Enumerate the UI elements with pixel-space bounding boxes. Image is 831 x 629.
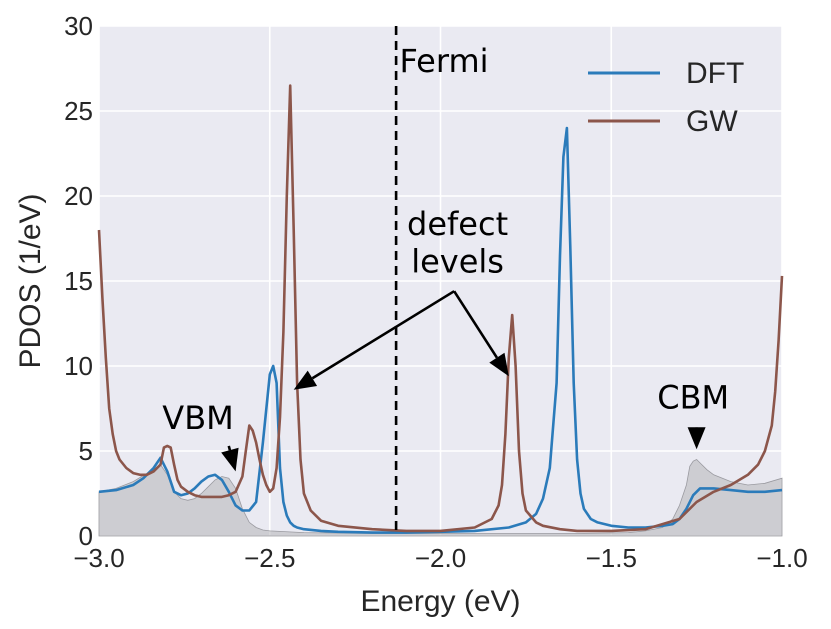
series-layer: [97, 84, 784, 534]
arrow-head: [489, 352, 509, 377]
arrow-head: [221, 447, 239, 472]
x-tick-label: −2.5: [244, 543, 295, 573]
annotation-cbm: CBM: [657, 379, 729, 417]
y-axis-label: PDOS (1/eV): [14, 193, 47, 368]
arrow-shaft: [311, 290, 455, 380]
y-tick-label: 0: [79, 521, 93, 551]
arrow-shaft: [227, 445, 232, 451]
annotation-vbm: VBM: [162, 399, 233, 437]
y-tick-label: 10: [64, 351, 93, 381]
legend-label-gw: GW: [686, 105, 738, 138]
arrow-head: [687, 427, 706, 450]
x-tick-label: −3.0: [73, 543, 124, 573]
annotation-fermi: Fermi: [400, 42, 489, 80]
legend: DFT GW: [588, 57, 744, 138]
tick-layer: −3.0 −2.5 −2.0 −1.5 −1.0 0 5 10 15 20 25 30: [64, 11, 808, 573]
y-tick-label: 5: [79, 436, 93, 466]
arrow-head: [293, 370, 318, 390]
x-tick-label: −2.0: [415, 543, 466, 573]
y-tick-label: 30: [64, 11, 93, 41]
grid: [98, 25, 783, 537]
y-tick-label: 25: [64, 96, 93, 126]
x-tick-label: −1.0: [756, 543, 807, 573]
x-tick-label: −1.5: [586, 543, 637, 573]
series-line-gw: [97, 84, 784, 533]
y-tick-label: 20: [64, 181, 93, 211]
x-axis-label: Energy (eV): [360, 585, 520, 618]
legend-label-dft: DFT: [686, 57, 744, 90]
arrow-shaft: [453, 290, 498, 359]
y-tick-label: 15: [64, 266, 93, 296]
annotation-defect: defect: [407, 205, 508, 243]
annotation-levels: levels: [411, 243, 504, 281]
